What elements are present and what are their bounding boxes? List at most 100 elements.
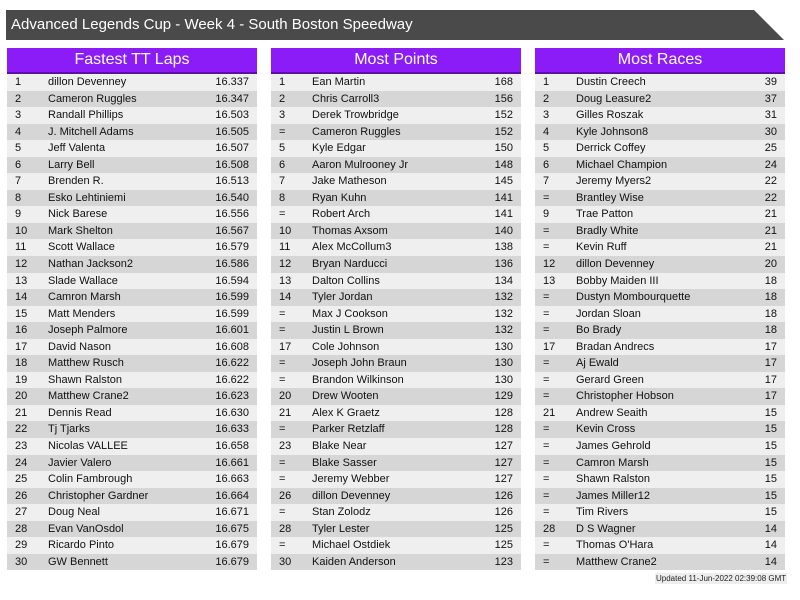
value-cell: 16.679 (215, 539, 249, 552)
table-row: 25 Colin Fambrough 16.663 (7, 471, 257, 488)
value-cell: 16.337 (215, 76, 249, 88)
driver-name-cell: Justin L Brown (312, 324, 384, 337)
value-cell: 16.630 (215, 406, 249, 419)
value-cell: 37 (764, 92, 777, 105)
table-row: 17 Cole Johnson 130 (271, 338, 521, 356)
driver-name-cell: Brandon Wilkinson (312, 373, 404, 386)
rank-cell: 13 (543, 274, 556, 287)
rank-cell: = (543, 357, 550, 370)
driver-name-cell: Jake Matheson (312, 175, 387, 188)
value-cell: 127 (494, 456, 513, 469)
table-row: 11 Alex McCollum3 138 (271, 239, 521, 257)
driver-name-cell: Aj Ewald (576, 357, 619, 370)
rank-cell: 14 (15, 291, 28, 304)
value-cell: 148 (494, 158, 513, 171)
table-row: = Kevin Cross 15 (535, 421, 785, 439)
value-cell: 16.633 (215, 423, 249, 436)
value-cell: 16.503 (215, 109, 249, 122)
rank-cell: 27 (15, 506, 28, 519)
rank-cell: 30 (15, 555, 28, 568)
rank-cell: = (543, 539, 550, 552)
table-most-races: Most Races 1 Dustin Creech 39 2 Doug Leasure… (535, 48, 785, 571)
rank-cell: 5 (543, 142, 550, 155)
value-cell: 123 (494, 555, 513, 568)
rank-cell: 1 (279, 76, 286, 88)
rank-cell: 26 (279, 489, 292, 502)
driver-name-cell: Nathan Jackson2 (48, 258, 133, 271)
value-cell: 17 (764, 390, 777, 403)
table-row: = Matthew Crane2 14 (535, 553, 785, 571)
value-cell: 132 (494, 324, 513, 337)
table-row: 9 Nick Barese 16.556 (7, 206, 257, 223)
value-cell: 16.507 (215, 142, 249, 155)
table-row: = Thomas O'Hara 14 (535, 537, 785, 554)
driver-name-cell: Derek Trowbridge (312, 109, 399, 122)
table-row: 3 Randall Phillips 16.503 (7, 107, 257, 124)
value-cell: 132 (494, 291, 513, 304)
rank-cell: 9 (543, 208, 550, 221)
value-cell: 18 (764, 324, 777, 337)
value-cell: 15 (764, 423, 777, 436)
rank-cell: 13 (15, 274, 28, 287)
driver-name-cell: Camron Marsh (576, 456, 649, 469)
updated-timestamp: Updated 11-Jun-2022 02:39:08 GMT (655, 573, 788, 584)
driver-name-cell: Tyler Lester (312, 522, 370, 535)
table-row: = Stan Zolodz 126 (271, 504, 521, 521)
rank-cell: 14 (279, 291, 292, 304)
value-cell: 16.623 (215, 390, 249, 403)
driver-name-cell: Cameron Ruggles (312, 125, 401, 138)
value-cell: 130 (494, 357, 513, 370)
rank-cell: = (543, 456, 550, 469)
rank-cell: 22 (15, 423, 28, 436)
rank-cell: = (543, 224, 550, 237)
table-row: = Tim Rivers 15 (535, 504, 785, 521)
table-row: 23 Blake Near 127 (271, 438, 521, 455)
table-body: 1 Dustin Creech 39 2 Doug Leasure2 37 3 Gilles … (535, 74, 785, 571)
value-cell: 16.540 (215, 191, 249, 204)
value-cell: 39 (764, 76, 777, 88)
driver-name-cell: Parker Retzlaff (312, 423, 385, 436)
rank-cell: = (279, 423, 286, 436)
rank-cell: = (543, 307, 550, 320)
table-row: = Gerard Green 17 (535, 371, 785, 389)
table-header: Most Races (535, 48, 785, 74)
value-cell: 145 (494, 175, 513, 188)
table-row: 8 Ryan Kuhn 141 (271, 189, 521, 207)
rank-cell: 21 (279, 406, 292, 419)
table-row: 1 dillon Devenney 16.337 (7, 74, 257, 91)
rank-cell: 4 (15, 125, 22, 138)
driver-name-cell: Slade Wallace (48, 274, 118, 287)
driver-name-cell: Alex K Graetz (312, 406, 380, 419)
driver-name-cell: Jeremy Webber (312, 473, 390, 486)
value-cell: 136 (494, 258, 513, 271)
rank-cell: 12 (15, 258, 28, 271)
value-cell: 31 (764, 109, 777, 122)
table-most-points: Most Points 1 Ean Martin 168 2 Chris Carroll… (271, 48, 521, 571)
driver-name-cell: Shawn Ralston (48, 373, 122, 386)
table-row: = Brantley Wise 22 (535, 189, 785, 207)
table-row: 18 Matthew Rusch 16.622 (7, 355, 257, 372)
table-row: 23 Nicolas VALLEE 16.658 (7, 438, 257, 455)
value-cell: 16.675 (215, 522, 249, 535)
value-cell: 128 (494, 423, 513, 436)
table-row: = Christopher Hobson 17 (535, 388, 785, 405)
driver-name-cell: Brantley Wise (576, 191, 644, 204)
driver-name-cell: Gilles Roszak (576, 109, 644, 122)
table-row: 28 Evan VanOsdol 16.675 (7, 520, 257, 538)
driver-name-cell: Jeremy Myers2 (576, 175, 652, 188)
value-cell: 152 (494, 125, 513, 138)
driver-name-cell: Bradly White (576, 224, 639, 237)
driver-name-cell: Matthew Crane2 (576, 555, 657, 568)
rank-cell: 12 (543, 258, 556, 271)
table-row: 10 Thomas Axsom 140 (271, 222, 521, 240)
driver-name-cell: Ean Martin (312, 76, 366, 88)
value-cell: 17 (764, 357, 777, 370)
rank-cell: 23 (279, 440, 292, 453)
table-header: Fastest TT Laps (7, 48, 257, 74)
table-row: 5 Derrick Coffey 25 (535, 140, 785, 157)
table-row: = Kevin Ruff 21 (535, 239, 785, 257)
rank-cell: = (279, 506, 286, 519)
table-row: 16 Joseph Palmore 16.601 (7, 322, 257, 339)
rank-cell: 6 (543, 158, 550, 171)
value-cell: 16.567 (215, 224, 249, 237)
